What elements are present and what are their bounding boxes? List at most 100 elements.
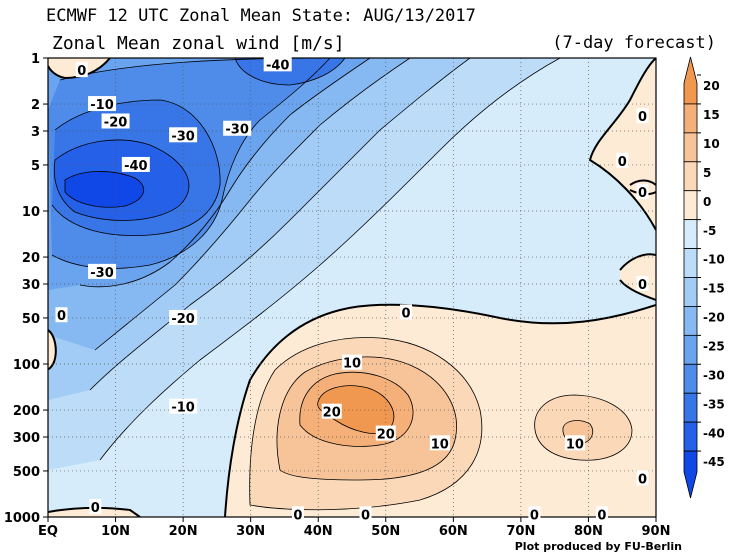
contour-label: 0	[55, 307, 68, 324]
y-tick-label: 500	[13, 465, 40, 480]
y-tick-label: 300	[13, 431, 40, 446]
contour-label-text: -10	[90, 98, 114, 113]
contour-label: 0	[595, 506, 608, 523]
contour-label-text: -40	[266, 58, 290, 73]
contour-label-bg	[564, 435, 585, 451]
contour-label: -20	[169, 309, 198, 327]
contour-label-bg	[88, 263, 117, 279]
colorbar-tick-label: -35	[703, 397, 725, 411]
contour-label: -30	[223, 120, 252, 138]
y-tick-label: 30	[22, 278, 40, 293]
plot-frame	[47, 57, 657, 518]
contour-label-text: -30	[225, 123, 249, 138]
contour-labels: 0 -10 -20 -40 -30 -30 -40 -30 0 -20 -10 0 10 20 20 10 10…	[55, 56, 649, 523]
contour-label-bg	[359, 506, 372, 522]
axes: EQ 10N 20N 30N 40N 50N 60N 70N 80N 90N 1 2 3 5 10 20 30 5…	[4, 52, 671, 539]
colorbar-tick-label: 0	[703, 195, 711, 209]
chart-title: ECMWF 12 UTC Zonal Mean State: AUG/13/20…	[46, 6, 476, 26]
y-tick-label: 5	[31, 159, 40, 174]
contour-label: 20	[321, 403, 342, 421]
colorbar-tick-label: 15	[703, 108, 720, 122]
contour-label-text: 0	[361, 508, 370, 523]
contour-label-text: 20	[377, 428, 395, 443]
contour-label-text: 0	[618, 155, 627, 170]
chart-subtitle: Zonal Mean zonal wind [m/s]	[52, 33, 345, 54]
colorbar-tick-label: -30	[703, 368, 725, 382]
contour-label-bg	[88, 96, 117, 112]
x-tick-label: 80N	[574, 524, 603, 539]
y-tick-label: 1	[31, 52, 40, 67]
y-tick-label: 200	[13, 404, 40, 419]
contour-label-text: 10	[343, 357, 361, 372]
contour-label: 0	[636, 275, 649, 293]
colorbar-cell	[683, 363, 698, 394]
colorbar-tick-label: -40	[703, 426, 725, 440]
contour-label-bg	[321, 403, 342, 419]
contour-label: -10	[169, 398, 198, 416]
contour-label-text: 0	[638, 186, 647, 201]
contour-label: -40	[121, 156, 150, 174]
contour-label-text: -30	[90, 266, 114, 281]
colorbar-cell	[683, 392, 698, 423]
contour-label-text: 0	[638, 472, 647, 487]
contour-label-bg	[636, 183, 649, 199]
y-tick-label: 10	[22, 205, 40, 220]
colorbar-cell	[683, 161, 698, 192]
colorbar-cell	[683, 277, 698, 307]
colorbar-cell	[683, 190, 698, 221]
colorbar-tick-label: -25	[703, 339, 725, 353]
contour-label-text: -10	[171, 401, 195, 416]
colorbar: 20 15 10 5 0 -5 -10 -15 -20 -25 -30 -35 -40 -45	[683, 56, 725, 499]
contour-label-text: -20	[171, 312, 195, 327]
y-tick-label: 20	[22, 251, 40, 266]
contour-label-text: 0	[91, 501, 100, 516]
contour-label-bg	[375, 425, 396, 441]
contour-label-bg	[263, 56, 292, 72]
colorbar-cell	[683, 421, 698, 452]
contour-label-text: 0	[293, 508, 302, 523]
colorbar-tick-label: 10	[703, 137, 720, 151]
contour-label: -30	[88, 263, 117, 281]
contour-label: 0	[89, 498, 102, 516]
contour-label: 0	[359, 506, 372, 523]
colorbar-tick-label: -5	[703, 224, 716, 238]
contour-label: 10	[429, 435, 450, 452]
contour-label-bg	[429, 435, 450, 451]
band-minus-35-top	[235, 58, 345, 85]
colorbar-tick-label: -15	[703, 282, 725, 296]
contour-label-text: 0	[57, 309, 66, 324]
colorbar-tick-label: 5	[703, 166, 711, 180]
band-minus-45	[65, 171, 144, 208]
credit-text: Plot produced by FU-Berlin	[514, 540, 682, 553]
colorbar-tick-label: 20	[703, 79, 720, 93]
contour-label-bg	[595, 506, 608, 522]
contour-label-text: -30	[171, 129, 195, 144]
contour-label: 0	[528, 506, 541, 523]
contour-label-bg	[101, 113, 130, 129]
colorbar-cell	[683, 56, 698, 105]
x-tick-label: 90N	[642, 524, 671, 539]
contour-label-bg	[75, 62, 88, 78]
contour-label-bg	[169, 309, 198, 325]
contour-field	[48, 58, 656, 517]
contour-label-text: 20	[323, 406, 341, 421]
contour-label: 0	[291, 506, 304, 523]
contour-label: 20	[375, 425, 396, 443]
contour-label-text: 10	[566, 437, 584, 452]
contour-label: -30	[169, 127, 198, 144]
contour-label: 0	[636, 470, 649, 487]
contour-label-bg	[121, 156, 150, 172]
colorbar-cell	[683, 306, 698, 336]
y-tick-label: 1000	[4, 511, 40, 526]
contour-label: -40	[263, 56, 292, 73]
colorbar-cell	[683, 248, 698, 278]
y-tick-label: 50	[22, 312, 40, 327]
x-tick-label: 30N	[236, 524, 265, 539]
contour-label-text: -20	[104, 115, 128, 130]
contour-label: 10	[342, 354, 362, 372]
contour-label-bg	[169, 127, 198, 143]
contour-label-text: 10	[431, 437, 449, 452]
colorbar-cell	[683, 334, 698, 365]
x-tick-label: 20N	[169, 524, 198, 539]
